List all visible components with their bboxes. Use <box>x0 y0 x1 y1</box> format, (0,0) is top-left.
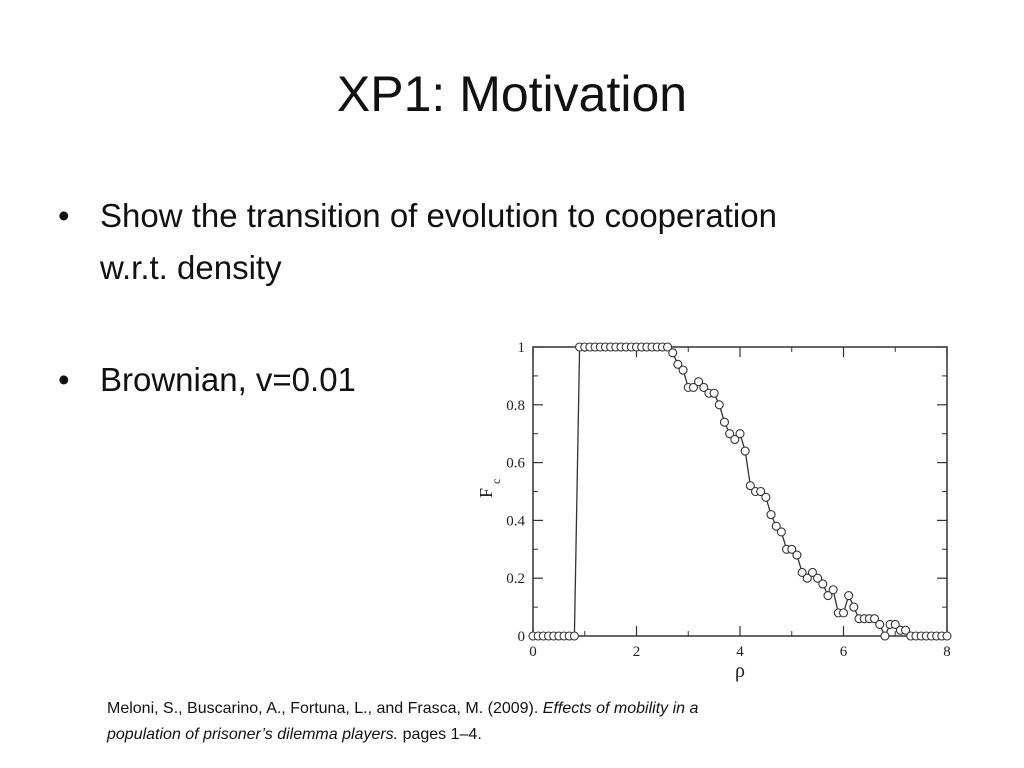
data-point <box>823 590 833 601</box>
x-axis-label: ρ <box>735 660 745 682</box>
plot-frame <box>532 346 948 637</box>
y-axis-label: F c <box>476 479 503 498</box>
citation-pages: pages 1–4. <box>402 726 482 743</box>
data-point <box>802 573 812 583</box>
data-point <box>709 388 719 398</box>
x-tick-label: 8 <box>943 644 951 660</box>
data-point <box>797 567 807 577</box>
data-point <box>730 434 740 445</box>
data-point <box>714 400 724 410</box>
data-point <box>756 486 766 497</box>
y-tick-label: 0 <box>518 629 526 645</box>
citation-title: Effects of mobility in a population of p… <box>107 700 699 743</box>
data-point <box>569 631 579 641</box>
data-point <box>813 573 823 583</box>
y-axis-label-sub: c <box>489 479 503 484</box>
data-point <box>901 625 911 635</box>
y-axis-label-main: F <box>476 488 496 498</box>
data-point <box>844 590 854 601</box>
data-point <box>771 521 781 531</box>
data-point <box>818 579 828 589</box>
data-point <box>673 359 683 369</box>
data-point <box>725 429 735 439</box>
bullet-item: Brownian, v=0.01 <box>58 354 818 406</box>
y-tick-label: 0.8 <box>506 398 525 414</box>
data-point <box>875 619 885 629</box>
data-point <box>745 481 755 491</box>
y-tick-label: 0.2 <box>506 571 525 587</box>
y-tick-label: 0.6 <box>506 456 525 472</box>
tick-labels: 0 2 4 6 8 0 0.2 0.4 0.6 0.8 1 <box>506 340 951 660</box>
data-point <box>838 608 849 618</box>
data-point <box>688 382 698 393</box>
data-markers <box>528 342 952 641</box>
data-point <box>787 544 797 554</box>
series-line <box>533 346 947 638</box>
data-point <box>678 365 688 375</box>
citation: Meloni, S., Buscarino, A., Fortuna, L., … <box>107 696 767 748</box>
data-point <box>880 631 890 641</box>
data-point <box>828 585 838 595</box>
fc-vs-density-chart: 0 2 4 6 8 0 0.2 0.4 0.6 0.8 1 ρ F c <box>476 340 952 682</box>
data-point <box>766 510 776 520</box>
slide-title: XP1: Motivation <box>336 66 688 122</box>
data-point <box>663 342 673 352</box>
y-tick-label: 1 <box>518 340 526 356</box>
y-tick-label: 0.4 <box>506 513 525 529</box>
data-point <box>740 446 750 456</box>
x-tick-label: 6 <box>840 644 848 660</box>
x-tick-label: 2 <box>633 644 641 660</box>
data-point <box>776 527 786 537</box>
data-point <box>761 492 771 502</box>
data-point <box>890 619 900 629</box>
bullet-list: Show the transition of evolution to coop… <box>58 190 818 406</box>
tick-marks <box>532 346 948 637</box>
data-point <box>942 631 952 641</box>
data-point <box>694 377 704 387</box>
x-tick-label: 4 <box>736 644 744 660</box>
bullet-item: Show the transition of evolution to coop… <box>58 190 818 294</box>
data-point <box>807 567 818 577</box>
data-point <box>735 429 745 439</box>
data-point <box>869 614 880 624</box>
data-point <box>699 382 709 393</box>
x-tick-label: 0 <box>529 644 537 660</box>
data-point <box>849 602 859 612</box>
data-point <box>792 550 802 560</box>
data-point <box>719 417 730 427</box>
data-point <box>668 348 678 358</box>
citation-authors: Meloni, S., Buscarino, A., Fortuna, L., … <box>107 700 539 717</box>
